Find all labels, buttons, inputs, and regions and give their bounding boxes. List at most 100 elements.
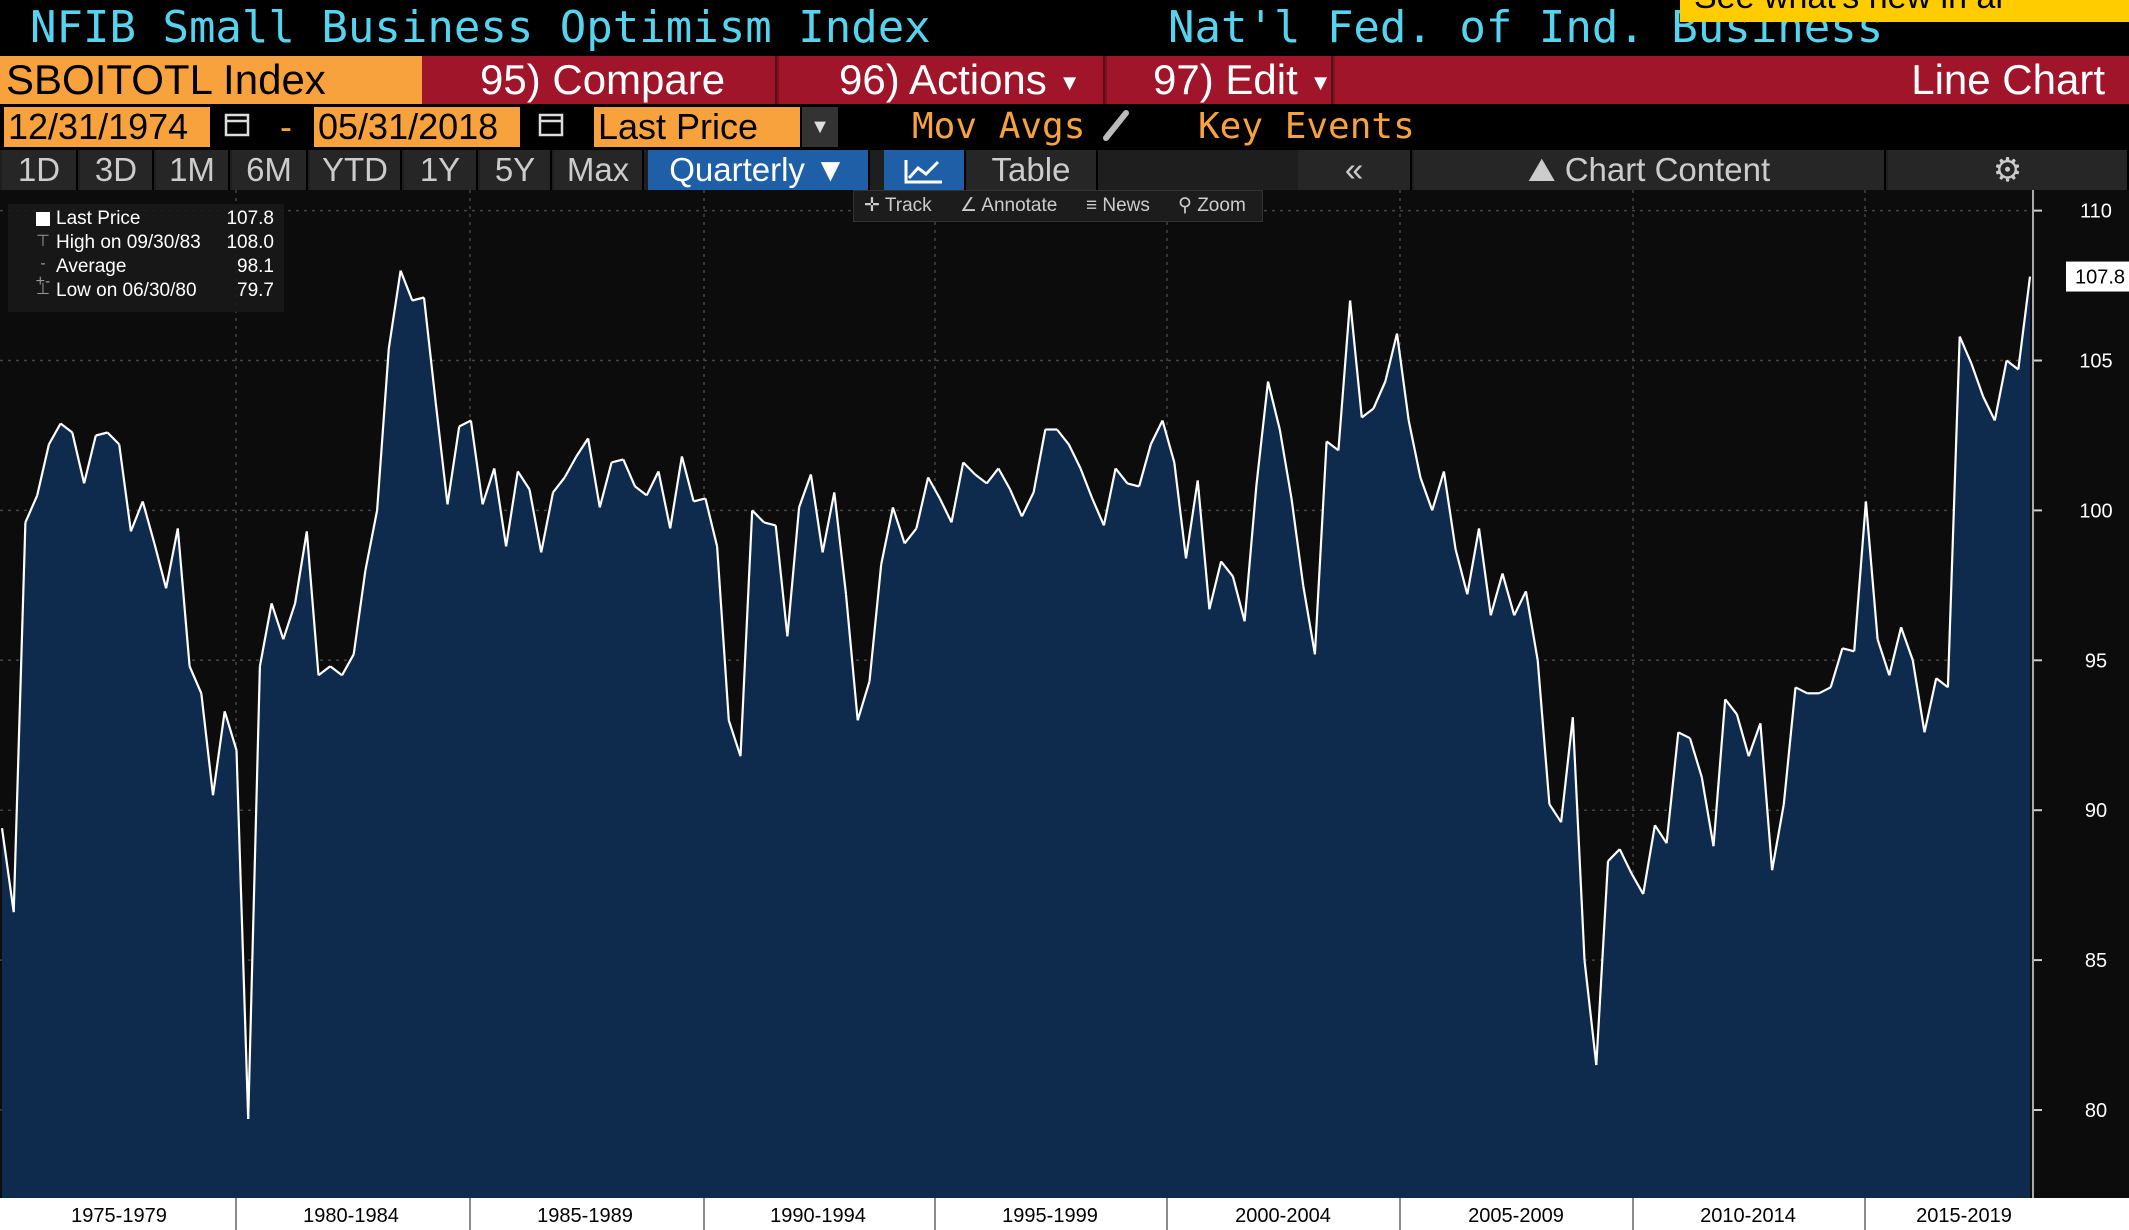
data-point-segment <box>446 426 461 505</box>
data-point-segment <box>1900 626 1914 661</box>
data-point-segment <box>270 602 285 640</box>
line-chart-icon <box>904 160 942 184</box>
legend-high-value: 108.0 <box>226 232 274 253</box>
data-point-segment <box>1349 300 1363 418</box>
data-point-segment <box>516 470 531 490</box>
data-point-segment <box>412 296 425 302</box>
price-field-dropdown[interactable]: ▼ <box>802 107 838 147</box>
table-view-button[interactable]: Table <box>966 150 1098 190</box>
data-point-segment <box>247 666 261 1120</box>
chart-content-icon: ⛰ <box>1527 151 1565 188</box>
x-tick-label: 1975-1979 <box>71 1205 167 1227</box>
data-point-segment <box>1712 699 1727 847</box>
data-point-segment <box>1407 420 1422 478</box>
x-tick-label: 1985-1989 <box>537 1205 633 1227</box>
frequency-select[interactable]: Quarterly ▼ <box>648 150 870 190</box>
data-point-segment <box>868 564 883 682</box>
data-point-segment <box>1771 804 1785 871</box>
data-point-segment <box>611 458 624 464</box>
actions-label: 96) Actions <box>839 56 1047 103</box>
data-point-segment <box>915 477 930 529</box>
ticker-field[interactable]: SBOITOTL Index <box>0 56 422 104</box>
data-point-segment <box>387 270 402 349</box>
data-point-segment <box>1208 561 1223 610</box>
x-axis-band <box>0 1198 2129 1230</box>
data-point-segment <box>1818 686 1832 695</box>
caret-down-icon: ▼ <box>1058 69 1081 95</box>
data-point-segment <box>598 462 613 508</box>
data-point-segment <box>997 467 1012 490</box>
chart-content-button[interactable]: ⛰ Chart Content <box>1414 150 1886 190</box>
data-point-segment <box>1384 333 1399 382</box>
y-tick-label: 80 <box>2085 1100 2107 1122</box>
data-point-segment <box>1782 687 1797 805</box>
data-point-segment <box>1642 825 1656 895</box>
data-point-segment <box>821 492 836 553</box>
compare-button[interactable]: 95) Compare <box>422 56 777 104</box>
tab-1m[interactable]: 1M <box>156 150 230 190</box>
x-tick-label: 2010-2014 <box>1700 1205 1796 1227</box>
start-date-input[interactable]: 12/31/1974 <box>4 107 210 147</box>
data-point-segment <box>809 474 824 553</box>
end-date-input[interactable]: 05/31/2018 <box>314 107 520 147</box>
data-point-segment <box>71 432 86 484</box>
data-point-segment <box>1993 360 2008 421</box>
tab-6m[interactable]: 6M <box>232 150 308 190</box>
tab-3d[interactable]: 3D <box>80 150 154 190</box>
data-point-segment <box>422 297 437 403</box>
zoom-tool[interactable]: ⚲ Zoom <box>1178 191 1246 221</box>
legend-last-label: Last Price <box>56 208 141 229</box>
track-tool[interactable]: ✛ Track <box>864 191 932 221</box>
data-point-segment <box>985 467 1000 485</box>
tab-1y[interactable]: 1Y <box>404 150 478 190</box>
chart-content-label: Chart Content <box>1564 151 1771 188</box>
data-point-segment <box>1982 396 1996 421</box>
data-point-segment <box>2017 276 2032 370</box>
data-point-segment <box>1724 698 1738 715</box>
command-bar: SBOITOTL Index 95) Compare 96) Actions ▼ … <box>0 56 2129 104</box>
data-point-segment <box>1842 647 1855 653</box>
data-point-segment <box>1911 660 1926 733</box>
price-field-select[interactable]: Last Price <box>594 107 800 147</box>
data-point-segment <box>165 528 179 589</box>
data-point-segment <box>693 497 706 503</box>
annotate-tool[interactable]: ∠ Annotate <box>960 191 1057 221</box>
average-marker-icon: -+- <box>35 255 51 290</box>
tab-5y[interactable]: 5Y <box>480 150 552 190</box>
data-point-segment <box>962 461 976 476</box>
tab-1d[interactable]: 1D <box>2 150 78 190</box>
news-tool[interactable]: ≡ News <box>1086 191 1150 221</box>
y-tick-label: 85 <box>2085 950 2107 972</box>
data-point-segment <box>1442 471 1457 550</box>
data-point-segment <box>129 500 144 532</box>
line-chart-view-button[interactable] <box>884 150 966 190</box>
data-point-segment <box>12 522 27 913</box>
data-point-segment <box>657 471 672 529</box>
legend-low-label: Low on 06/30/80 <box>56 280 197 301</box>
data-point-segment <box>1489 573 1504 616</box>
data-point-segment <box>1325 440 1340 452</box>
low-marker-icon: ⊥ <box>36 281 50 298</box>
chart-tools: ✛ Track ∠ Annotate ≡ News ⚲ Zoom <box>853 190 1263 222</box>
edit-menu[interactable]: 97) Edit ▼ <box>1107 56 1333 104</box>
actions-menu[interactable]: 96) Actions ▼ <box>779 56 1105 104</box>
double-chevron-left-icon[interactable]: « <box>1298 150 1412 190</box>
data-point-segment <box>106 431 120 446</box>
annotate-label: Annotate <box>981 195 1058 216</box>
data-point-segment <box>1958 336 1973 364</box>
y-axis: 80 85 90 95 100 105 110 107.8 <box>2032 190 2129 1198</box>
gear-icon[interactable]: ⚙ <box>1888 150 2129 190</box>
chart-type-label: Line Chart <box>1335 56 2129 104</box>
data-point-segment <box>505 471 519 547</box>
promo-banner[interactable]: See what's new in ar <box>1680 0 2129 22</box>
data-point-segment <box>856 680 871 721</box>
data-point-segment <box>1419 477 1434 511</box>
data-point-segment <box>1231 576 1246 622</box>
legend-average-value: 98.1 <box>237 256 274 277</box>
tab-max[interactable]: Max <box>554 150 644 190</box>
data-point-segment <box>1700 777 1715 847</box>
data-point-segment <box>1524 591 1539 661</box>
tab-ytd[interactable]: YTD <box>310 150 402 190</box>
data-point-segment <box>1795 686 1808 695</box>
